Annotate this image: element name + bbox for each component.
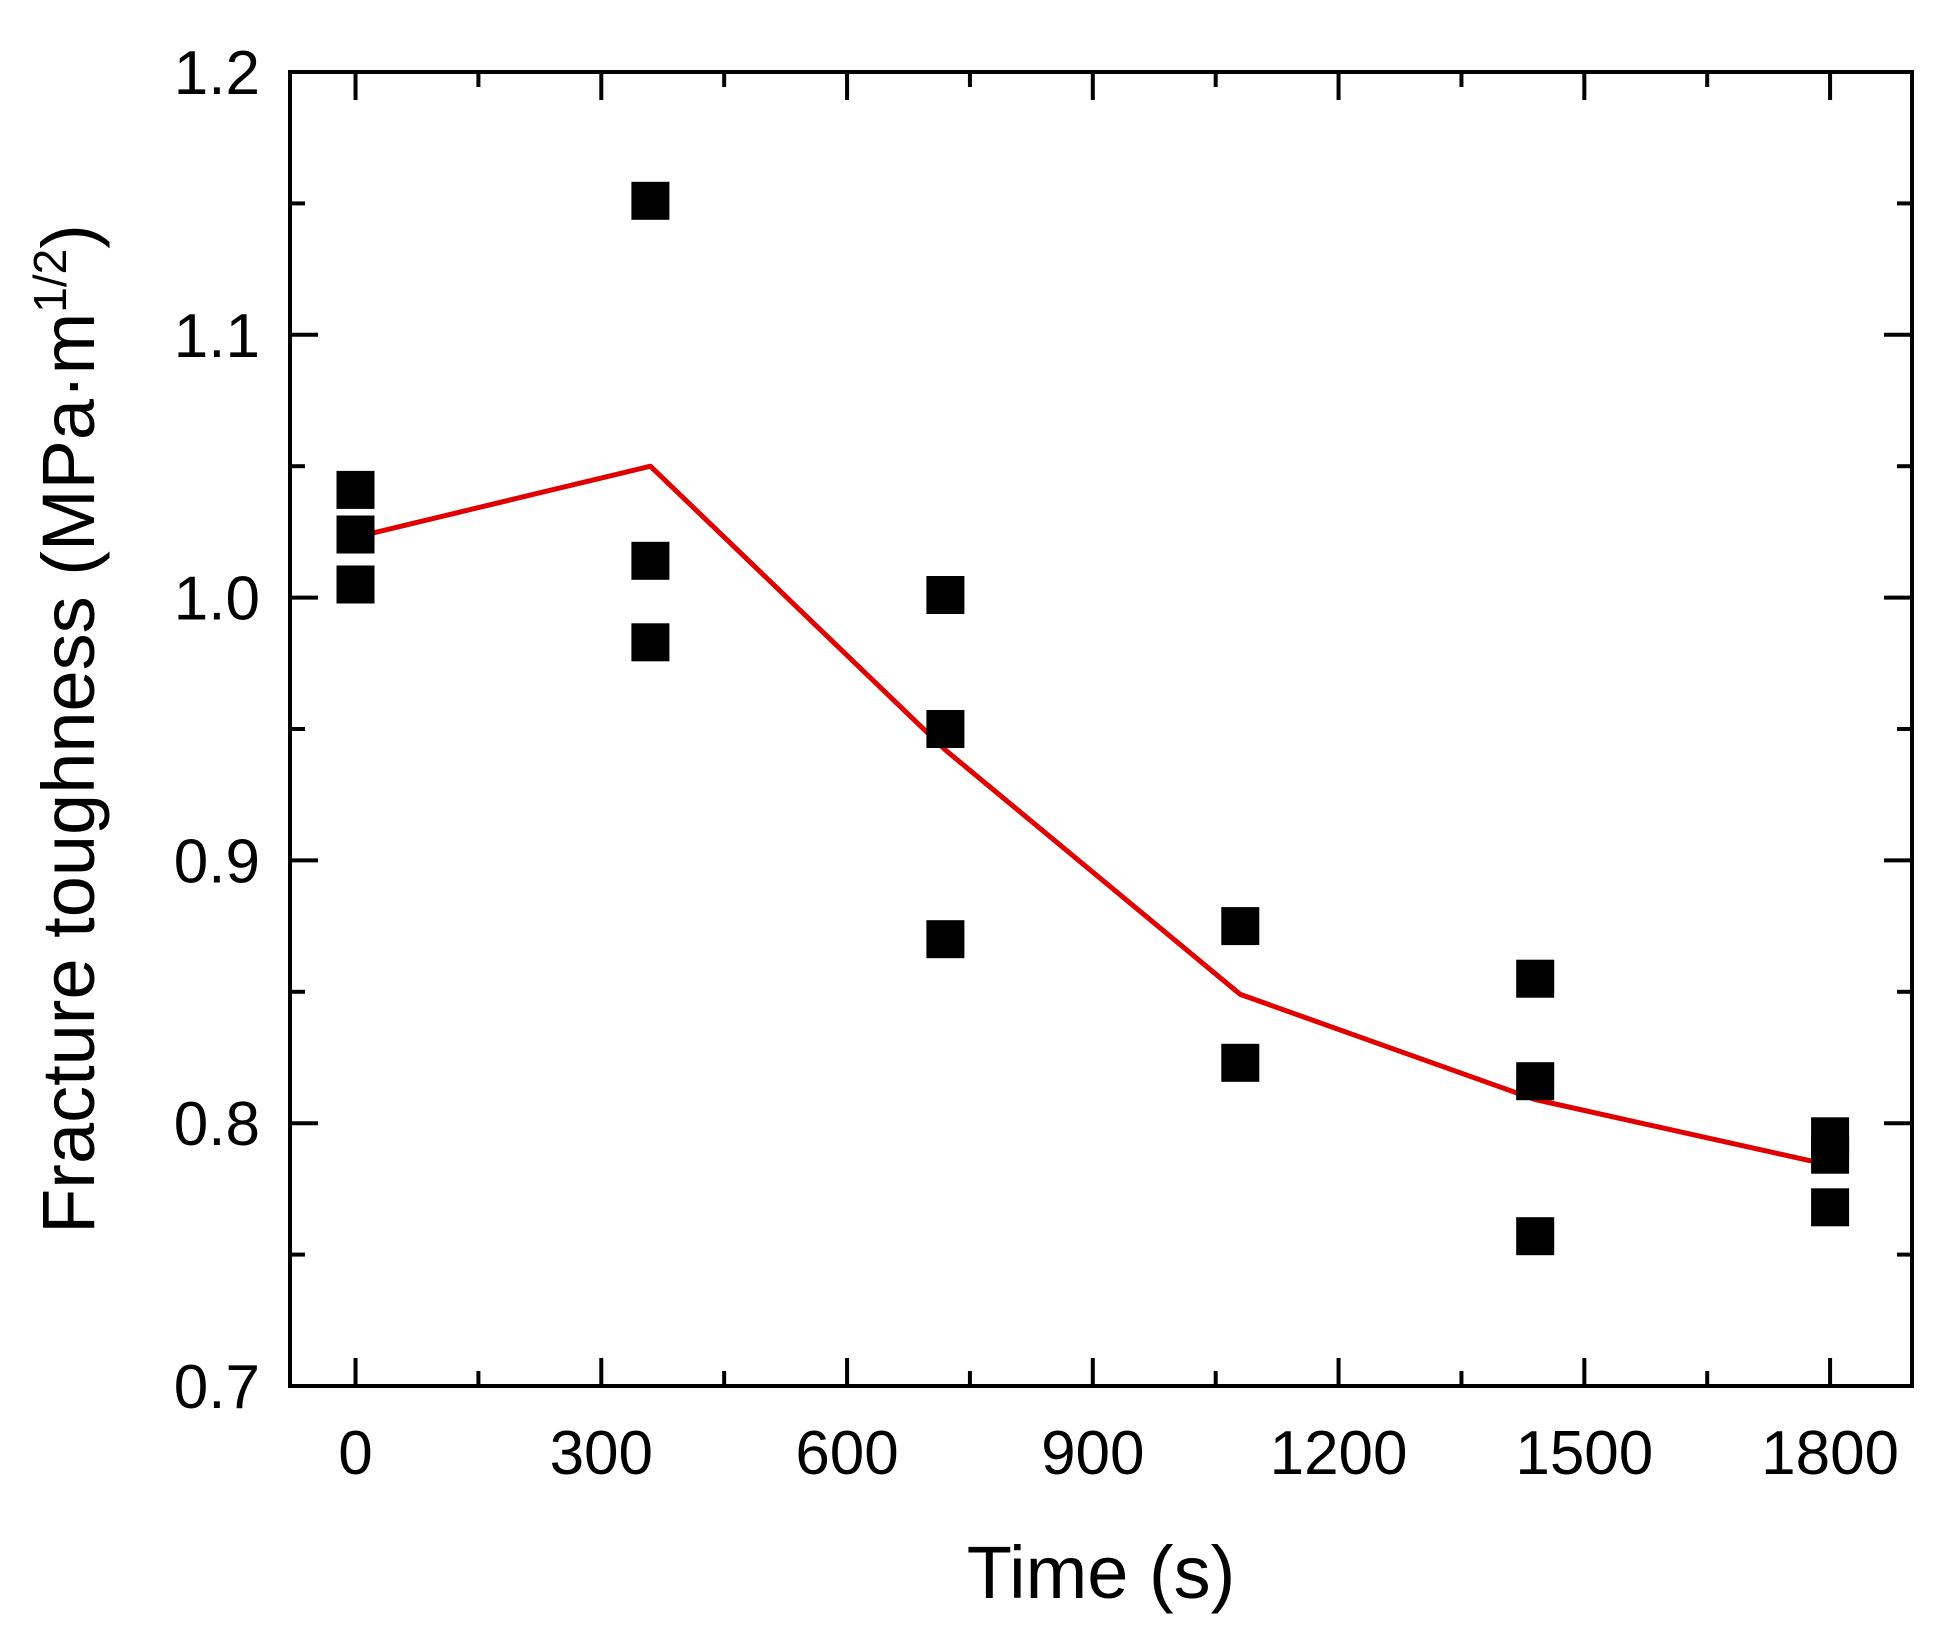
- y-axis-title-main: Fracture toughness (MPa·m: [27, 313, 110, 1234]
- x-tick-label: 0: [338, 1419, 372, 1488]
- x-tick-label: 1800: [1761, 1419, 1899, 1488]
- y-tick-label: 0.7: [174, 1353, 260, 1422]
- data-point: [336, 565, 375, 604]
- y-tick-label: 1.1: [174, 302, 260, 371]
- data-point: [926, 710, 965, 748]
- y-axis-title: Fracture toughness (MPa·m1/2): [24, 224, 110, 1234]
- data-point: [336, 515, 375, 554]
- y-tick-label: 1.0: [174, 565, 260, 634]
- plot-frame: [288, 70, 1914, 1388]
- x-tick-label: 1500: [1515, 1419, 1653, 1488]
- data-point: [1516, 1217, 1555, 1256]
- data-point: [926, 576, 965, 614]
- x-tick-label: 600: [795, 1419, 898, 1488]
- y-tick-label: 0.8: [174, 1090, 260, 1159]
- y-axis-title-suffix: ): [27, 224, 110, 249]
- data-point: [631, 623, 670, 662]
- y-tick-label: 1.2: [174, 39, 260, 108]
- tick-labels: 0 300 600 900 1200 1500 1800 0.7 0.8 0.9 1.0 1.1 1.2: [174, 39, 1899, 1488]
- mean-line: [354, 463, 1831, 1168]
- ticks: [290, 70, 1912, 1388]
- data-point: [1221, 907, 1260, 946]
- data-point: [631, 541, 670, 580]
- data-point: [1811, 1188, 1850, 1227]
- y-axis-title-superscript: 1/2: [24, 249, 76, 313]
- data-point: [1811, 1135, 1850, 1174]
- x-tick-label: 900: [1041, 1419, 1144, 1488]
- data-point: [336, 470, 375, 509]
- data-point: [1221, 1043, 1260, 1082]
- data-point: [926, 920, 965, 959]
- data-point: [1516, 959, 1555, 998]
- x-axis-title: Time (s): [967, 1531, 1236, 1614]
- x-tick-label: 1200: [1270, 1419, 1408, 1488]
- x-tick-label: 300: [550, 1419, 653, 1488]
- data-points: [336, 181, 1850, 1256]
- data-point: [631, 181, 670, 220]
- data-point: [1516, 1062, 1555, 1101]
- y-tick-label: 0.9: [174, 827, 260, 896]
